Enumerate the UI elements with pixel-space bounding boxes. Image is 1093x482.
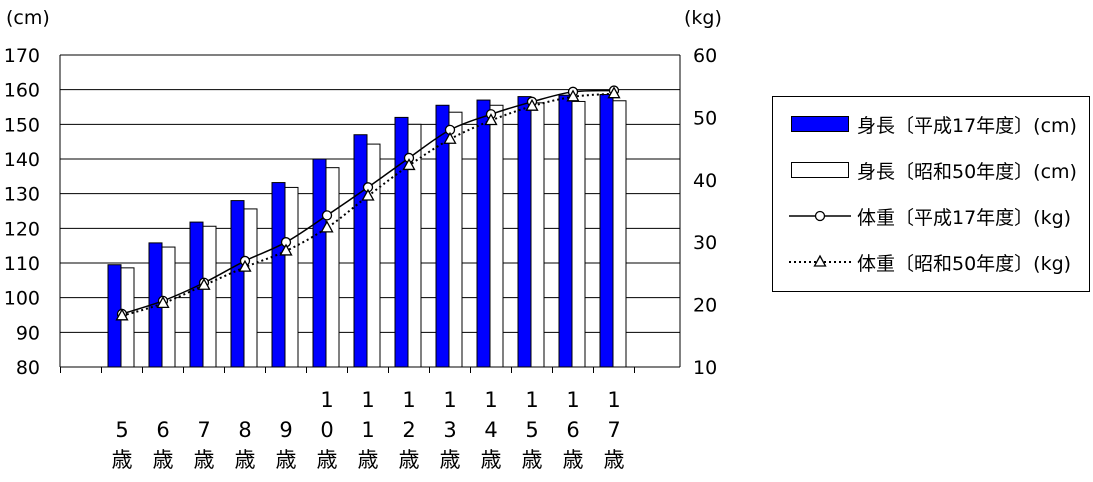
legend-item-height-s50: 身長〔昭和50年度〕(cm) <box>787 155 1077 185</box>
axes <box>59 55 681 373</box>
legend-key-triangle-line <box>787 247 853 277</box>
left-tick-label: 160 <box>4 80 40 102</box>
bar-height-h17 <box>230 200 245 368</box>
marker-triangle <box>443 131 457 144</box>
legend: 身長〔平成17年度〕(cm) 身長〔昭和50年度〕(cm) 体重〔平成17年度〕… <box>772 96 1090 292</box>
bar-height-h17 <box>476 99 491 368</box>
bar-height-s50 <box>612 100 627 368</box>
legend-item-weight-h17: 体重〔平成17年度〕(kg) <box>787 201 1071 231</box>
right-tick-label: 40 <box>693 170 717 192</box>
left-axis-unit: (cm) <box>6 7 50 29</box>
bar-height-h17 <box>353 134 368 368</box>
right-tick-label: 60 <box>693 45 717 67</box>
bar-height-s50 <box>243 208 258 368</box>
bar-height-h17 <box>271 182 286 368</box>
bar-height-h17 <box>599 94 614 368</box>
left-tick-label: 80 <box>16 357 40 379</box>
bar-height-h17 <box>312 158 327 368</box>
legend-label: 身長〔昭和50年度〕(cm) <box>857 160 1077 183</box>
marker-triangle <box>607 86 621 99</box>
legend-label: 体重〔昭和50年度〕(kg) <box>857 252 1072 275</box>
marker-triangle <box>566 89 580 102</box>
left-axis-ticks: 80 90 100 110 120 130 140 150 160 170 <box>4 45 40 379</box>
legend-key-blue-bar <box>787 109 853 139</box>
right-tick-label: 10 <box>693 357 717 379</box>
legend-item-weight-s50: 体重〔昭和50年度〕(kg) <box>787 247 1071 277</box>
left-tick-label: 170 <box>4 45 40 67</box>
marker-triangle <box>320 220 334 233</box>
bar-height-s50 <box>448 111 463 368</box>
marker-triangle <box>484 113 498 126</box>
bar-height-s50 <box>325 167 340 368</box>
marker-triangle <box>115 308 129 321</box>
right-axis-unit: (kg) <box>684 7 722 29</box>
legend-label: 体重〔平成17年度〕(kg) <box>857 206 1072 229</box>
right-tick-label: 20 <box>693 295 717 317</box>
right-axis-ticks: 10 20 30 40 50 60 <box>693 45 717 379</box>
right-tick-label: 30 <box>693 232 717 254</box>
legend-item-height-h17: 身長〔平成17年度〕(cm) <box>787 109 1077 139</box>
bar-height-s50 <box>571 100 586 368</box>
bar-height-s50 <box>366 143 381 368</box>
legend-key-white-bar <box>787 155 853 185</box>
marker-triangle <box>279 243 293 256</box>
lines <box>115 85 621 321</box>
bar-height-s50 <box>284 186 299 368</box>
marker-triangle <box>197 277 211 290</box>
left-tick-label: 110 <box>4 253 40 275</box>
legend-label: 身長〔平成17年度〕(cm) <box>857 114 1077 137</box>
bar-height-s50 <box>202 225 217 368</box>
marker-triangle <box>238 259 252 272</box>
category-labels: 5 歳 6 歳 7 歳 8 歳 9 歳 1 0 歳 1 1 歳 1 2 歳 1 3 歳 1 4 歳 1 5 歳 1 6 歳 1 7 歳 <box>112 388 625 472</box>
right-tick-label: 50 <box>693 107 717 129</box>
marker-triangle <box>361 188 375 201</box>
marker-triangle <box>156 296 170 309</box>
left-tick-label: 140 <box>4 149 40 171</box>
left-tick-label: 130 <box>4 184 40 206</box>
left-tick-label: 90 <box>16 322 40 344</box>
legend-key-circle-line <box>787 201 853 231</box>
left-tick-label: 150 <box>4 114 40 136</box>
left-tick-label: 100 <box>4 288 40 310</box>
bar-height-s50 <box>530 102 545 368</box>
bars <box>107 94 627 368</box>
marker-circle <box>321 210 333 221</box>
marker-triangle <box>402 158 416 171</box>
left-tick-label: 120 <box>4 218 40 240</box>
bar-height-h17 <box>189 221 204 368</box>
marker-triangle <box>525 98 539 111</box>
bar-height-h17 <box>558 94 573 368</box>
bar-height-s50 <box>489 104 504 368</box>
bar-height-h17 <box>517 96 532 368</box>
